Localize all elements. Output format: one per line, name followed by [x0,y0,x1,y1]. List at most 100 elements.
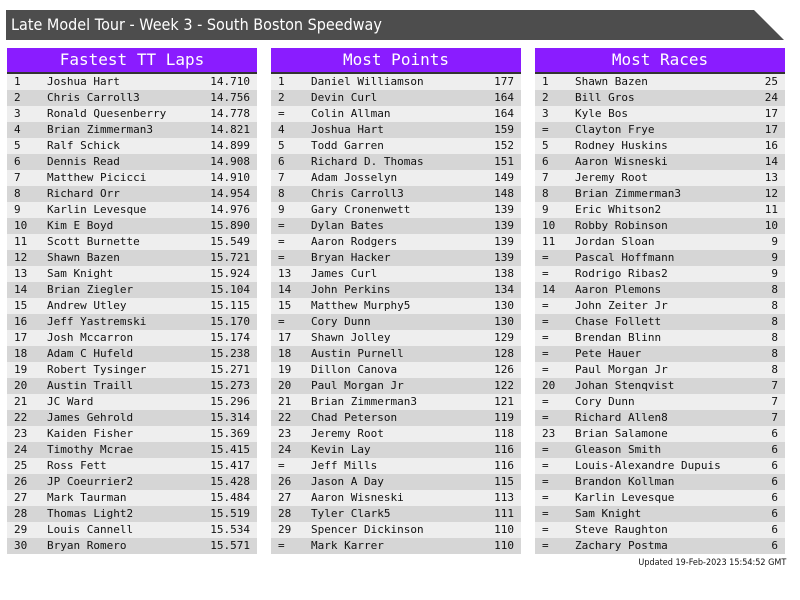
rank: = [278,219,285,232]
driver-name: Robby Robinson [575,219,668,232]
driver-name: Rodrigo Ribas2 [575,267,668,280]
table-row: 5 Rodney Huskins 16 [535,138,785,154]
rank: = [542,443,549,456]
rank: = [542,315,549,328]
table-row: 20 Austin Traill 15.273 [7,378,257,394]
value: 24 [764,91,778,104]
value: 15.369 [210,427,250,440]
driver-name: Brendan Blinn [575,331,662,344]
table-header: Fastest TT Laps [7,48,257,74]
updated-timestamp: Updated 19-Feb-2023 15:54:52 GMT [638,558,786,568]
table-row: = Clayton Frye 17 [535,122,785,138]
driver-name: Louis-Alexandre Dupuis [575,459,721,472]
value: 14.756 [210,91,250,104]
driver-name: John Perkins [311,283,391,296]
table-row: 2 Chris Carroll3 14.756 [7,90,257,106]
driver-name: JC Ward [47,395,94,408]
value: 149 [494,171,514,184]
table-row: 2 Devin Curl 164 [271,90,521,106]
value: 8 [771,283,778,296]
title-bar: Late Model Tour - Week 3 - South Boston … [6,10,784,40]
table-row: 29 Spencer Dickinson 110 [271,522,521,538]
rank: 14 [542,283,556,296]
value: 15.314 [210,411,250,424]
driver-name: Matthew Picicci [47,171,147,184]
driver-name: Brian Zimmerman3 [575,187,681,200]
rank: 4 [14,123,21,136]
value: 119 [494,411,514,424]
rank: 13 [278,267,292,280]
value: 6 [771,459,778,472]
rank: 5 [14,139,21,152]
driver-name: James Gehrold [47,411,134,424]
driver-name: Ralf Schick [47,139,120,152]
rank: = [278,107,285,120]
rank: 21 [14,395,28,408]
rank: 9 [14,203,21,216]
table-row: = Cory Dunn 7 [535,394,785,410]
table-row: 14 Aaron Plemons 8 [535,282,785,298]
driver-name: Karlin Levesque [47,203,147,216]
table-row: 19 Dillon Canova 126 [271,362,521,378]
rank: 3 [14,107,21,120]
value: 14.954 [210,187,250,200]
table-row: 26 JP Coeurrier2 15.428 [7,474,257,490]
table-row: 1 Daniel Williamson 177 [271,74,521,90]
driver-name: Thomas Light2 [47,507,134,520]
rank: = [542,411,549,424]
table-header: Most Points [271,48,521,74]
rank: 27 [278,491,292,504]
driver-name: Jason A Day [311,475,384,488]
value: 116 [494,459,514,472]
rank: 21 [278,395,292,408]
value: 11 [764,203,778,216]
rank: = [542,459,549,472]
driver-name: Chris Carroll3 [47,91,140,104]
table-row: 1 Joshua Hart 14.710 [7,74,257,90]
value: 14.899 [210,139,250,152]
table-row: 16 Jeff Yastremski 15.170 [7,314,257,330]
value: 6 [771,443,778,456]
value: 15.549 [210,235,250,248]
driver-name: Matthew Murphy5 [311,299,411,312]
value: 134 [494,283,514,296]
table-row: 17 Shawn Jolley 129 [271,330,521,346]
table-row: = Cory Dunn 130 [271,314,521,330]
most-points-table: Most Points 1 Daniel Williamson 177 2 Devin … [271,48,521,554]
table-row: 8 Brian Zimmerman3 12 [535,186,785,202]
driver-name: Brian Zimmerman3 [47,123,153,136]
rank: 29 [14,523,28,536]
driver-name: Dennis Read [47,155,120,168]
rank: 26 [14,475,28,488]
table-row: 10 Kim E Boyd 15.890 [7,218,257,234]
rank: = [278,251,285,264]
rank: = [542,491,549,504]
table-row: 7 Matthew Picicci 14.910 [7,170,257,186]
driver-name: Brian Ziegler [47,283,134,296]
rank: 18 [278,347,292,360]
value: 15.417 [210,459,250,472]
table-row: 20 Johan Stenqvist 7 [535,378,785,394]
value: 164 [494,91,514,104]
table-row: 15 Matthew Murphy5 130 [271,298,521,314]
driver-name: Kyle Bos [575,107,628,120]
driver-name: Kaiden Fisher [47,427,134,440]
value: 6 [771,427,778,440]
table-row: 21 JC Ward 15.296 [7,394,257,410]
value: 16 [764,139,778,152]
driver-name: Devin Curl [311,91,378,104]
most-races-table: Most Races 1 Shawn Bazen 25 2 Bill Gros 24 3 Ky… [535,48,785,554]
rank: 10 [14,219,28,232]
table-row: = Brendan Blinn 8 [535,330,785,346]
value: 9 [771,267,778,280]
driver-name: James Curl [311,267,378,280]
driver-name: Karlin Levesque [575,491,675,504]
driver-name: Shawn Bazen [575,75,648,88]
rank: = [278,235,285,248]
table-row: 6 Richard D. Thomas 151 [271,154,521,170]
value: 14.778 [210,107,250,120]
value: 7 [771,379,778,392]
value: 164 [494,107,514,120]
table-row: 18 Austin Purnell 128 [271,346,521,362]
table-row: 28 Tyler Clark5 111 [271,506,521,522]
